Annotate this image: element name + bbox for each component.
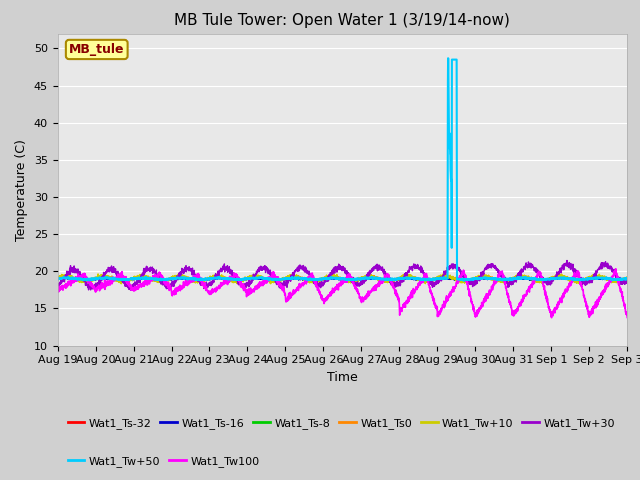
Wat1_Ts-8 [232,278,239,284]
Wat1_Ts-8 [152,277,160,283]
Wat1_Tw+50 [54,276,61,282]
Wat1_Tw+30 [551,276,559,282]
Title: MB Tule Tower: Open Water 1 (3/19/14-now): MB Tule Tower: Open Water 1 (3/19/14-now… [175,13,510,28]
Wat1_Tw100 [612,272,620,277]
Wat1_Ts-16 [551,276,559,281]
Wat1_Tw+50 [551,276,559,282]
Wat1_Ts-32 [54,276,61,282]
X-axis label: Time: Time [327,371,358,384]
Wat1_Ts-8 [54,275,61,281]
Wat1_Tw+30 [297,264,305,270]
Wat1_Ts-32 [499,278,507,284]
Line: Wat1_Tw100: Wat1_Tw100 [58,269,627,318]
Wat1_Tw+50 [612,276,620,282]
Wat1_Tw+10 [551,273,559,279]
Wat1_Ts-16 [54,276,61,282]
Wat1_Tw+10 [612,278,620,284]
Wat1_Ts0 [623,276,631,282]
Wat1_Ts-32 [623,275,631,281]
Wat1_Ts-32 [596,274,604,280]
Wat1_Tw+10 [153,278,161,284]
Wat1_Ts-32 [272,277,280,283]
Wat1_Ts-16 [297,276,305,282]
Wat1_Ts-16 [623,276,631,282]
Wat1_Tw+10 [119,279,127,285]
Wat1_Tw100 [548,315,556,321]
Wat1_Ts-8 [118,277,126,283]
Wat1_Tw100 [612,266,620,272]
Wat1_Ts-8 [364,273,371,279]
Wat1_Ts-32 [118,277,126,283]
Legend: Wat1_Tw+50, Wat1_Tw100: Wat1_Tw+50, Wat1_Tw100 [63,451,264,471]
Wat1_Tw100 [551,310,559,316]
Wat1_Ts-16 [103,275,111,280]
Wat1_Ts0 [551,276,559,281]
Wat1_Tw+30 [127,287,134,293]
Wat1_Ts-8 [297,276,305,281]
Wat1_Ts0 [118,278,126,284]
Wat1_Tw+10 [330,271,337,276]
Wat1_Ts-16 [273,278,280,284]
Wat1_Ts-16 [119,278,127,284]
Wat1_Tw+10 [117,281,125,287]
Line: Wat1_Tw+50: Wat1_Tw+50 [58,58,627,281]
Line: Wat1_Ts0: Wat1_Ts0 [58,275,627,282]
Wat1_Ts-8 [612,276,620,282]
Wat1_Tw+50 [623,276,631,281]
Wat1_Tw+30 [118,277,126,283]
Wat1_Tw+30 [612,272,620,278]
Wat1_Tw100 [272,276,280,282]
Wat1_Ts-8 [551,274,559,280]
Line: Wat1_Tw+10: Wat1_Tw+10 [58,274,627,284]
Line: Wat1_Tw+30: Wat1_Tw+30 [58,261,627,290]
Wat1_Tw100 [297,282,305,288]
Wat1_Tw+30 [273,280,280,286]
Wat1_Tw+30 [623,278,631,284]
Wat1_Ts-32 [551,275,559,281]
Wat1_Tw+10 [623,276,631,282]
Wat1_Tw+10 [273,279,280,285]
Wat1_Tw100 [623,314,631,320]
Wat1_Tw+50 [152,276,160,282]
Wat1_Ts0 [297,276,305,281]
Wat1_Ts-16 [463,279,471,285]
Wat1_Ts-8 [273,277,280,283]
Wat1_Ts0 [405,272,413,277]
Wat1_Tw+50 [460,278,468,284]
Wat1_Ts-16 [612,277,620,283]
Wat1_Tw100 [152,275,160,280]
Line: Wat1_Ts-16: Wat1_Ts-16 [58,277,627,282]
Wat1_Ts-32 [152,277,160,283]
Wat1_Ts0 [612,277,620,283]
Wat1_Tw+10 [297,275,305,280]
Wat1_Tw+50 [444,55,452,61]
Wat1_Ts-8 [623,276,631,281]
Wat1_Tw100 [54,289,61,295]
Wat1_Ts-16 [153,277,161,283]
Wat1_Tw+30 [54,281,61,287]
Line: Wat1_Ts-32: Wat1_Ts-32 [58,277,627,281]
Text: MB_tule: MB_tule [69,43,125,56]
Wat1_Tw+30 [153,272,161,278]
Wat1_Ts0 [54,274,61,280]
Wat1_Ts0 [272,278,280,284]
Wat1_Ts0 [616,279,623,285]
Wat1_Ts-32 [297,275,305,281]
Wat1_Tw+50 [297,276,305,281]
Wat1_Tw100 [118,274,126,280]
Wat1_Tw+10 [54,274,61,280]
Line: Wat1_Ts-8: Wat1_Ts-8 [58,276,627,281]
Wat1_Tw+50 [118,276,126,282]
Wat1_Ts0 [152,278,160,284]
Wat1_Ts-32 [612,278,620,284]
Wat1_Tw+50 [272,276,280,282]
Y-axis label: Temperature (C): Temperature (C) [15,139,28,240]
Wat1_Tw+30 [563,258,571,264]
